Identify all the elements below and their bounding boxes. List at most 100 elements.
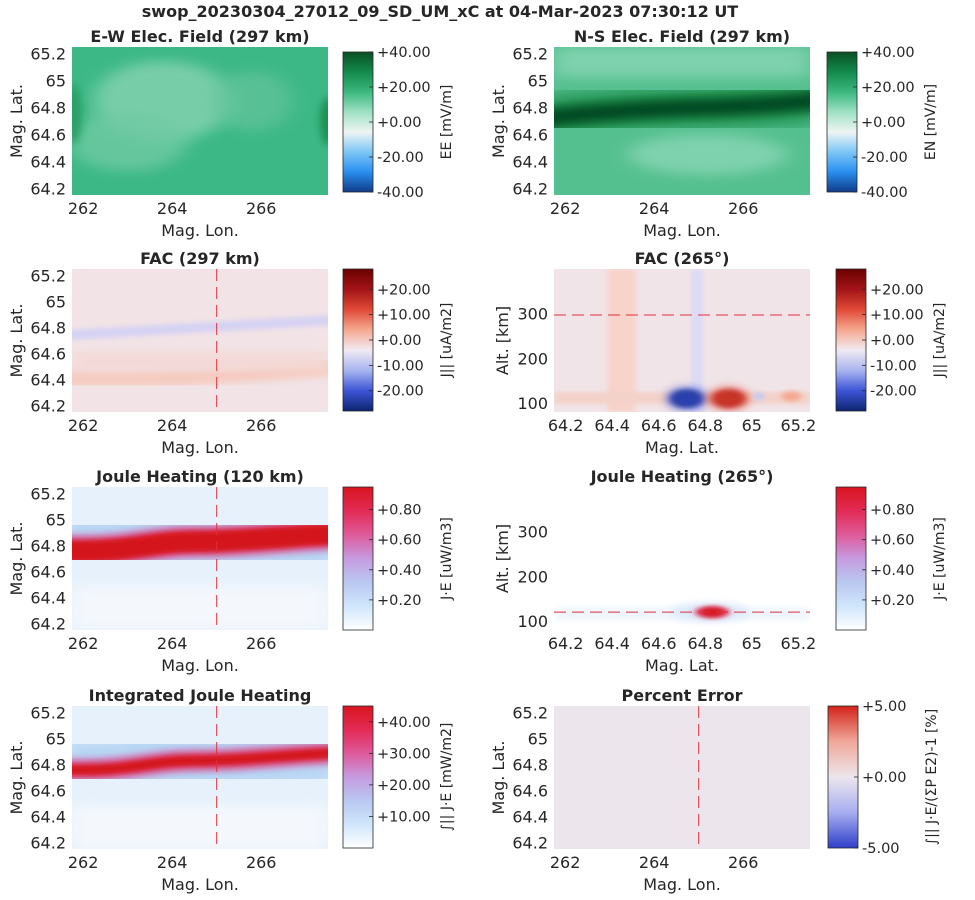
heatmap-fac_alt xyxy=(554,269,810,412)
x-tick-label: 64.2 xyxy=(548,634,584,653)
colorbar-tick-label: +20.00 xyxy=(377,282,431,298)
panel-title: FAC (265°) xyxy=(635,249,730,268)
colorbar-tick-label: +5.00 xyxy=(862,699,906,715)
y-tick-label: 65.2 xyxy=(30,704,66,723)
y-axis-label: Alt. [km] xyxy=(493,524,512,593)
panel-title: E-W Elec. Field (297 km) xyxy=(90,27,309,46)
y-axis-label: Alt. [km] xyxy=(493,306,512,375)
y-tick-label: 65 xyxy=(46,72,66,91)
x-tick-label: 266 xyxy=(246,199,277,218)
y-tick-label: 65.2 xyxy=(30,45,66,64)
heatmap-jh_map xyxy=(72,487,328,630)
colorbar-tick-label: -10.00 xyxy=(870,358,917,374)
y-tick-label: 64.4 xyxy=(512,808,548,827)
x-tick-label: 262 xyxy=(550,853,581,872)
panel-ijh: Integrated Joule Heating 262 264 266 Mag. Lo… xyxy=(7,686,455,894)
y-tick-label: 65.2 xyxy=(512,704,548,723)
x-tick-label: 266 xyxy=(246,853,277,872)
colorbar-label: ∫|| J·E [mW/m2] xyxy=(439,723,455,832)
x-axis-label: Mag. Lat. xyxy=(645,438,719,457)
y-tick-label: 64.8 xyxy=(512,99,548,118)
y-tick-label: 65 xyxy=(46,730,66,749)
y-tick-label: 64.4 xyxy=(30,808,66,827)
x-tick-label: 64.2 xyxy=(548,416,584,435)
x-tick-label: 65 xyxy=(742,416,762,435)
y-tick-label: 64.4 xyxy=(30,152,66,171)
panel-ew: E-W Elec. Field (297 km) 262 264 266 Mag. Lo… xyxy=(7,27,455,240)
panel-title: FAC (297 km) xyxy=(140,249,260,268)
x-tick-label: 264 xyxy=(157,853,188,872)
x-tick-label: 64.6 xyxy=(641,416,677,435)
y-tick-label: 64.8 xyxy=(30,99,66,118)
x-tick-label: 266 xyxy=(728,853,759,872)
colorbar-tick-label: +0.20 xyxy=(377,593,421,609)
panel-jh_map: Joule Heating (120 km) 262 264 266 Mag. Lon.… xyxy=(7,467,455,675)
y-axis-label: Mag. Lat. xyxy=(7,521,26,595)
y-axis-label: Mag. Lat. xyxy=(489,84,508,158)
heatmap-jh_alt xyxy=(554,487,810,630)
heatmap-ijh xyxy=(72,706,328,849)
panel-fac_map: FAC (297 km) 262 264 266 Mag. Lon. 64.2 64.4 64… xyxy=(7,249,455,457)
colorbar-tick-label: +0.00 xyxy=(870,333,914,349)
colorbar-tick-label: -40.00 xyxy=(377,185,424,201)
colorbar-label: EE [mV/m] xyxy=(439,85,455,160)
panel-title: Joule Heating (120 km) xyxy=(95,467,304,486)
y-tick-label: 64.6 xyxy=(30,345,66,364)
x-axis-label: Mag. Lon. xyxy=(643,221,721,240)
colorbar-tick-label: -5.00 xyxy=(862,841,900,857)
y-tick-label: 64.2 xyxy=(30,834,66,853)
colorbar-tick-label: +40.00 xyxy=(861,45,915,61)
colorbar-tick-label: +0.00 xyxy=(861,115,905,131)
colorbar-tick-label: -10.00 xyxy=(377,358,424,374)
y-tick-label: 300 xyxy=(517,523,548,542)
y-axis-label: Mag. Lat. xyxy=(7,740,26,814)
x-axis-label: Mag. Lon. xyxy=(161,656,239,675)
colorbar-label: J·E [uW/m3] xyxy=(439,517,455,601)
y-tick-label: 65 xyxy=(46,293,66,312)
y-tick-label: 65 xyxy=(528,72,548,91)
x-tick-label: 264 xyxy=(157,199,188,218)
colorbar-tick-label: -20.00 xyxy=(377,384,424,400)
x-axis-label: Mag. Lon. xyxy=(161,438,239,457)
colorbar-tick-label: -20.00 xyxy=(377,150,424,166)
panel-jh_alt: Joule Heating (265°) 64.2 64.4 64.6 64.8 65 65… xyxy=(493,467,948,675)
x-tick-label: 262 xyxy=(550,199,581,218)
colorbar xyxy=(342,705,374,849)
colorbar-label: J·E [uW/m3] xyxy=(932,517,948,601)
y-tick-label: 64.4 xyxy=(512,152,548,171)
y-tick-label: 65.2 xyxy=(30,267,66,286)
x-tick-label: 65 xyxy=(742,634,762,653)
colorbar-tick-label: +10.00 xyxy=(377,809,431,825)
x-axis-label: Mag. Lon. xyxy=(161,221,239,240)
colorbar xyxy=(342,268,374,412)
y-tick-label: 64.2 xyxy=(512,179,548,198)
colorbar-tick-label: +0.00 xyxy=(377,115,421,131)
y-tick-label: 64.8 xyxy=(30,756,66,775)
colorbar xyxy=(342,486,374,631)
y-tick-label: 65 xyxy=(46,511,66,530)
panel-title: Joule Heating (265°) xyxy=(590,467,774,486)
colorbar-tick-label: +0.00 xyxy=(377,333,421,349)
colorbar-label: J|| [uA/m2] xyxy=(932,303,948,379)
colorbar-tick-label: +20.00 xyxy=(377,80,431,96)
joule-peak xyxy=(701,608,724,617)
y-tick-label: 64.8 xyxy=(512,756,548,775)
y-tick-label: 64.4 xyxy=(30,371,66,390)
y-tick-label: 64.2 xyxy=(30,397,66,416)
colorbar-tick-label: +0.60 xyxy=(377,533,421,549)
colorbar-tick-label: +0.20 xyxy=(870,593,914,609)
x-tick-label: 266 xyxy=(728,199,759,218)
x-tick-label: 64.8 xyxy=(687,634,723,653)
fac-band xyxy=(72,315,328,340)
figure-title: swop_20230304_27012_09_SD_UM_xC at 04-Ma… xyxy=(141,2,739,21)
x-tick-label: 264 xyxy=(639,853,670,872)
colorbar-tick-label: +20.00 xyxy=(870,282,924,298)
y-tick-label: 64.6 xyxy=(30,563,66,582)
y-axis-label: Mag. Lat. xyxy=(489,740,508,814)
colorbar-tick-label: +20.00 xyxy=(861,80,915,96)
x-tick-label: 64.6 xyxy=(641,634,677,653)
colorbar-tick-label: +40.00 xyxy=(377,45,431,61)
x-tick-label: 65.2 xyxy=(781,634,817,653)
x-axis-label: Mag. Lon. xyxy=(643,875,721,894)
y-tick-label: 300 xyxy=(517,305,548,324)
